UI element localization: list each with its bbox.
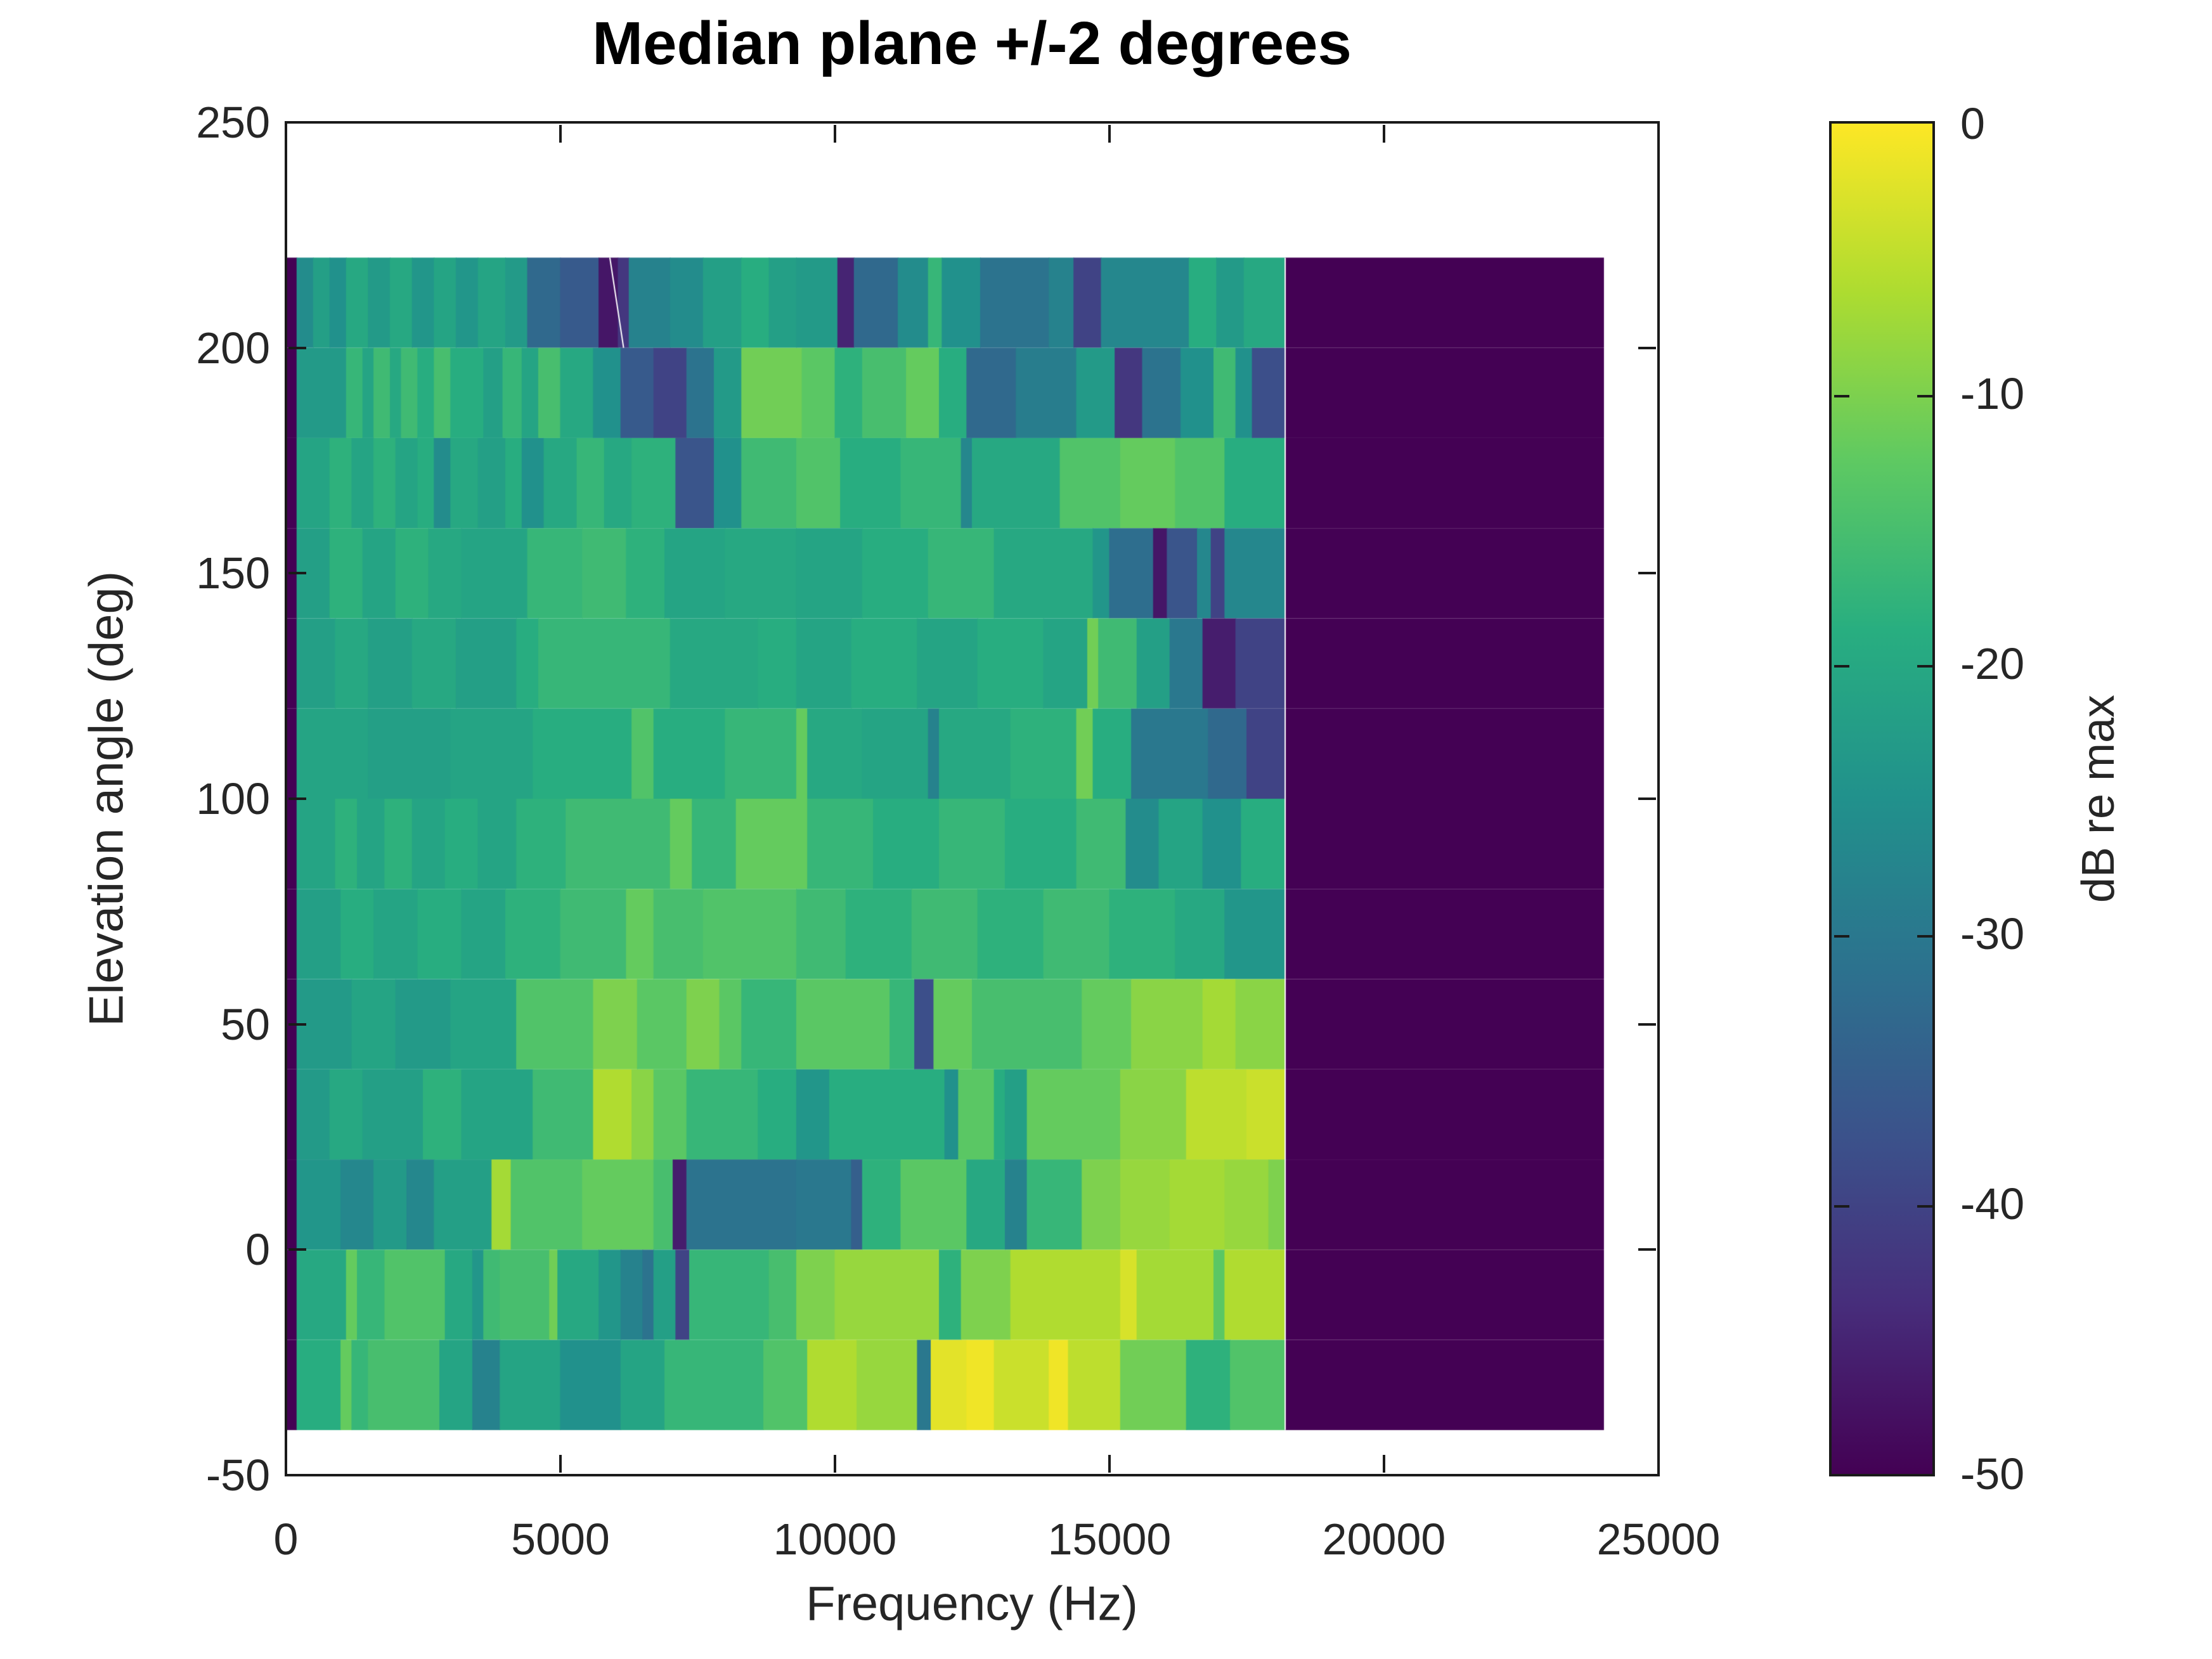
- x-tick-mark-top: [559, 125, 562, 143]
- colorbar-tick-label: -20: [1960, 639, 2025, 688]
- plot-area: [285, 121, 1660, 1476]
- y-tick-mark-right: [1638, 347, 1656, 349]
- y-tick-mark: [288, 1023, 306, 1026]
- x-tick-mark-top: [834, 125, 836, 143]
- x-tick-label: 25000: [1596, 1514, 1721, 1564]
- colorbar-tick-mark: [1917, 395, 1932, 397]
- x-tick-label: 15000: [1047, 1514, 1172, 1564]
- colorbar-tick-label: -50: [1960, 1449, 2025, 1499]
- x-tick-label: 0: [273, 1514, 299, 1564]
- plot-title: Median plane +/-2 degrees: [592, 10, 1352, 77]
- y-axis-label: Elevation angle (deg): [79, 571, 134, 1027]
- y-tick-label: 0: [245, 1225, 270, 1275]
- y-tick-label: 150: [196, 548, 270, 598]
- x-axis-label: Frequency (Hz): [806, 1577, 1138, 1631]
- y-tick-mark-right: [1638, 1023, 1656, 1026]
- colorbar-tick-mark: [1917, 935, 1932, 938]
- x-tick-mark: [285, 1455, 287, 1473]
- x-tick-mark: [1383, 1455, 1385, 1473]
- colorbar-tick-mark: [1917, 665, 1932, 668]
- x-tick-mark: [559, 1455, 562, 1473]
- x-tick-label: 10000: [773, 1514, 897, 1564]
- y-tick-mark-right: [1638, 797, 1656, 800]
- y-tick-mark: [288, 797, 306, 800]
- colorbar-tick-mark: [1834, 1205, 1849, 1208]
- y-tick-label: 200: [196, 323, 270, 373]
- colorbar-gradient: [1832, 124, 1932, 1474]
- y-tick-mark: [288, 1248, 306, 1251]
- colorbar-tick-label: -10: [1960, 369, 2025, 418]
- x-tick-mark-top: [1383, 125, 1385, 143]
- y-tick-mark-right: [1638, 572, 1656, 574]
- colorbar-tick-mark: [1834, 665, 1849, 668]
- x-tick-mark-top: [1657, 125, 1660, 143]
- colorbar-tick-mark: [1917, 1205, 1932, 1208]
- colorbar-tick-label: -40: [1960, 1179, 2025, 1229]
- colorbar-tick-label: -30: [1960, 909, 2025, 959]
- heatmap-canvas: [286, 122, 1659, 1475]
- y-tick-label: 100: [196, 774, 270, 823]
- colorbar: [1829, 121, 1935, 1476]
- x-tick-mark: [834, 1455, 836, 1473]
- y-tick-mark-right: [1638, 1474, 1656, 1476]
- colorbar-tick-mark: [1834, 935, 1849, 938]
- y-tick-mark-right: [1638, 1248, 1656, 1251]
- y-tick-mark: [288, 1474, 306, 1476]
- x-tick-label: 20000: [1322, 1514, 1446, 1564]
- y-tick-mark: [288, 347, 306, 349]
- x-tick-mark-top: [285, 125, 287, 143]
- x-tick-mark: [1657, 1455, 1660, 1473]
- y-tick-label: 250: [196, 98, 270, 147]
- colorbar-label: dB re max: [2073, 694, 2124, 903]
- colorbar-tick-mark: [1834, 395, 1849, 397]
- y-tick-mark: [288, 572, 306, 574]
- y-tick-label: 50: [221, 999, 270, 1049]
- colorbar-tick-label: 0: [1960, 99, 1985, 148]
- x-tick-mark: [1108, 1455, 1111, 1473]
- x-tick-mark-top: [1108, 125, 1111, 143]
- y-tick-mark: [288, 121, 306, 124]
- y-tick-mark-right: [1638, 121, 1656, 124]
- x-tick-label: 5000: [511, 1514, 610, 1564]
- y-tick-label: -50: [205, 1450, 270, 1500]
